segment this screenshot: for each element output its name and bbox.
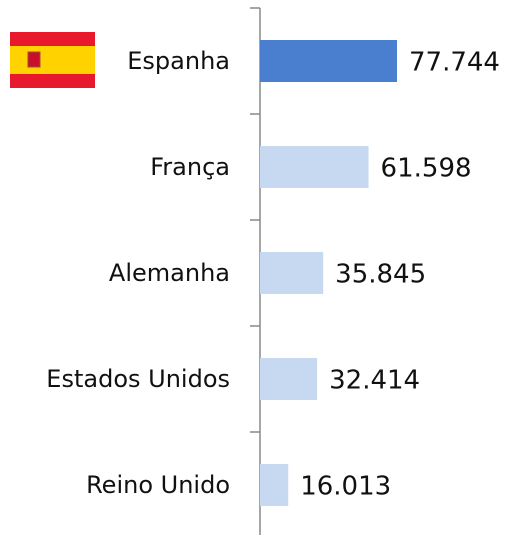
spain-flag [10,32,95,88]
bar [260,40,397,82]
category-label: Espanha [127,47,230,75]
bar [260,464,289,506]
category-label: Alemanha [108,259,230,287]
category-label: França [150,153,230,181]
value-label: 61.598 [381,154,472,184]
value-label: 35.845 [335,260,426,290]
value-label: 32.414 [329,366,420,396]
category-label: Estados Unidos [46,365,230,393]
category-label: Reino Unido [86,471,230,499]
flag-yellow [10,46,95,74]
value-label: 77.744 [409,48,500,78]
flag-emblem [27,51,41,68]
value-label: 16.013 [300,472,391,502]
bar [260,252,324,294]
bar [260,358,318,400]
bar [260,146,369,188]
